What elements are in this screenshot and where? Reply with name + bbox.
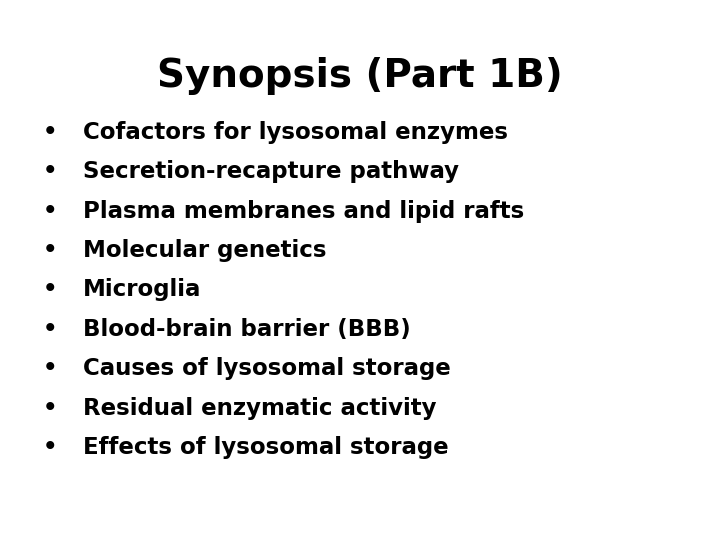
Text: Molecular genetics: Molecular genetics xyxy=(83,239,326,262)
Text: •: • xyxy=(43,239,58,262)
Text: Secretion-recapture pathway: Secretion-recapture pathway xyxy=(83,160,459,183)
Text: •: • xyxy=(43,397,58,420)
Text: •: • xyxy=(43,436,58,459)
Text: •: • xyxy=(43,318,58,341)
Text: Plasma membranes and lipid rafts: Plasma membranes and lipid rafts xyxy=(83,200,524,222)
Text: •: • xyxy=(43,160,58,183)
Text: •: • xyxy=(43,357,58,380)
Text: •: • xyxy=(43,121,58,144)
Text: •: • xyxy=(43,200,58,222)
Text: Synopsis (Part 1B): Synopsis (Part 1B) xyxy=(157,57,563,94)
Text: Cofactors for lysosomal enzymes: Cofactors for lysosomal enzymes xyxy=(83,121,508,144)
Text: Causes of lysosomal storage: Causes of lysosomal storage xyxy=(83,357,451,380)
Text: Microglia: Microglia xyxy=(83,279,201,301)
Text: Residual enzymatic activity: Residual enzymatic activity xyxy=(83,397,436,420)
Text: Effects of lysosomal storage: Effects of lysosomal storage xyxy=(83,436,449,459)
Text: •: • xyxy=(43,279,58,301)
Text: Blood-brain barrier (BBB): Blood-brain barrier (BBB) xyxy=(83,318,410,341)
